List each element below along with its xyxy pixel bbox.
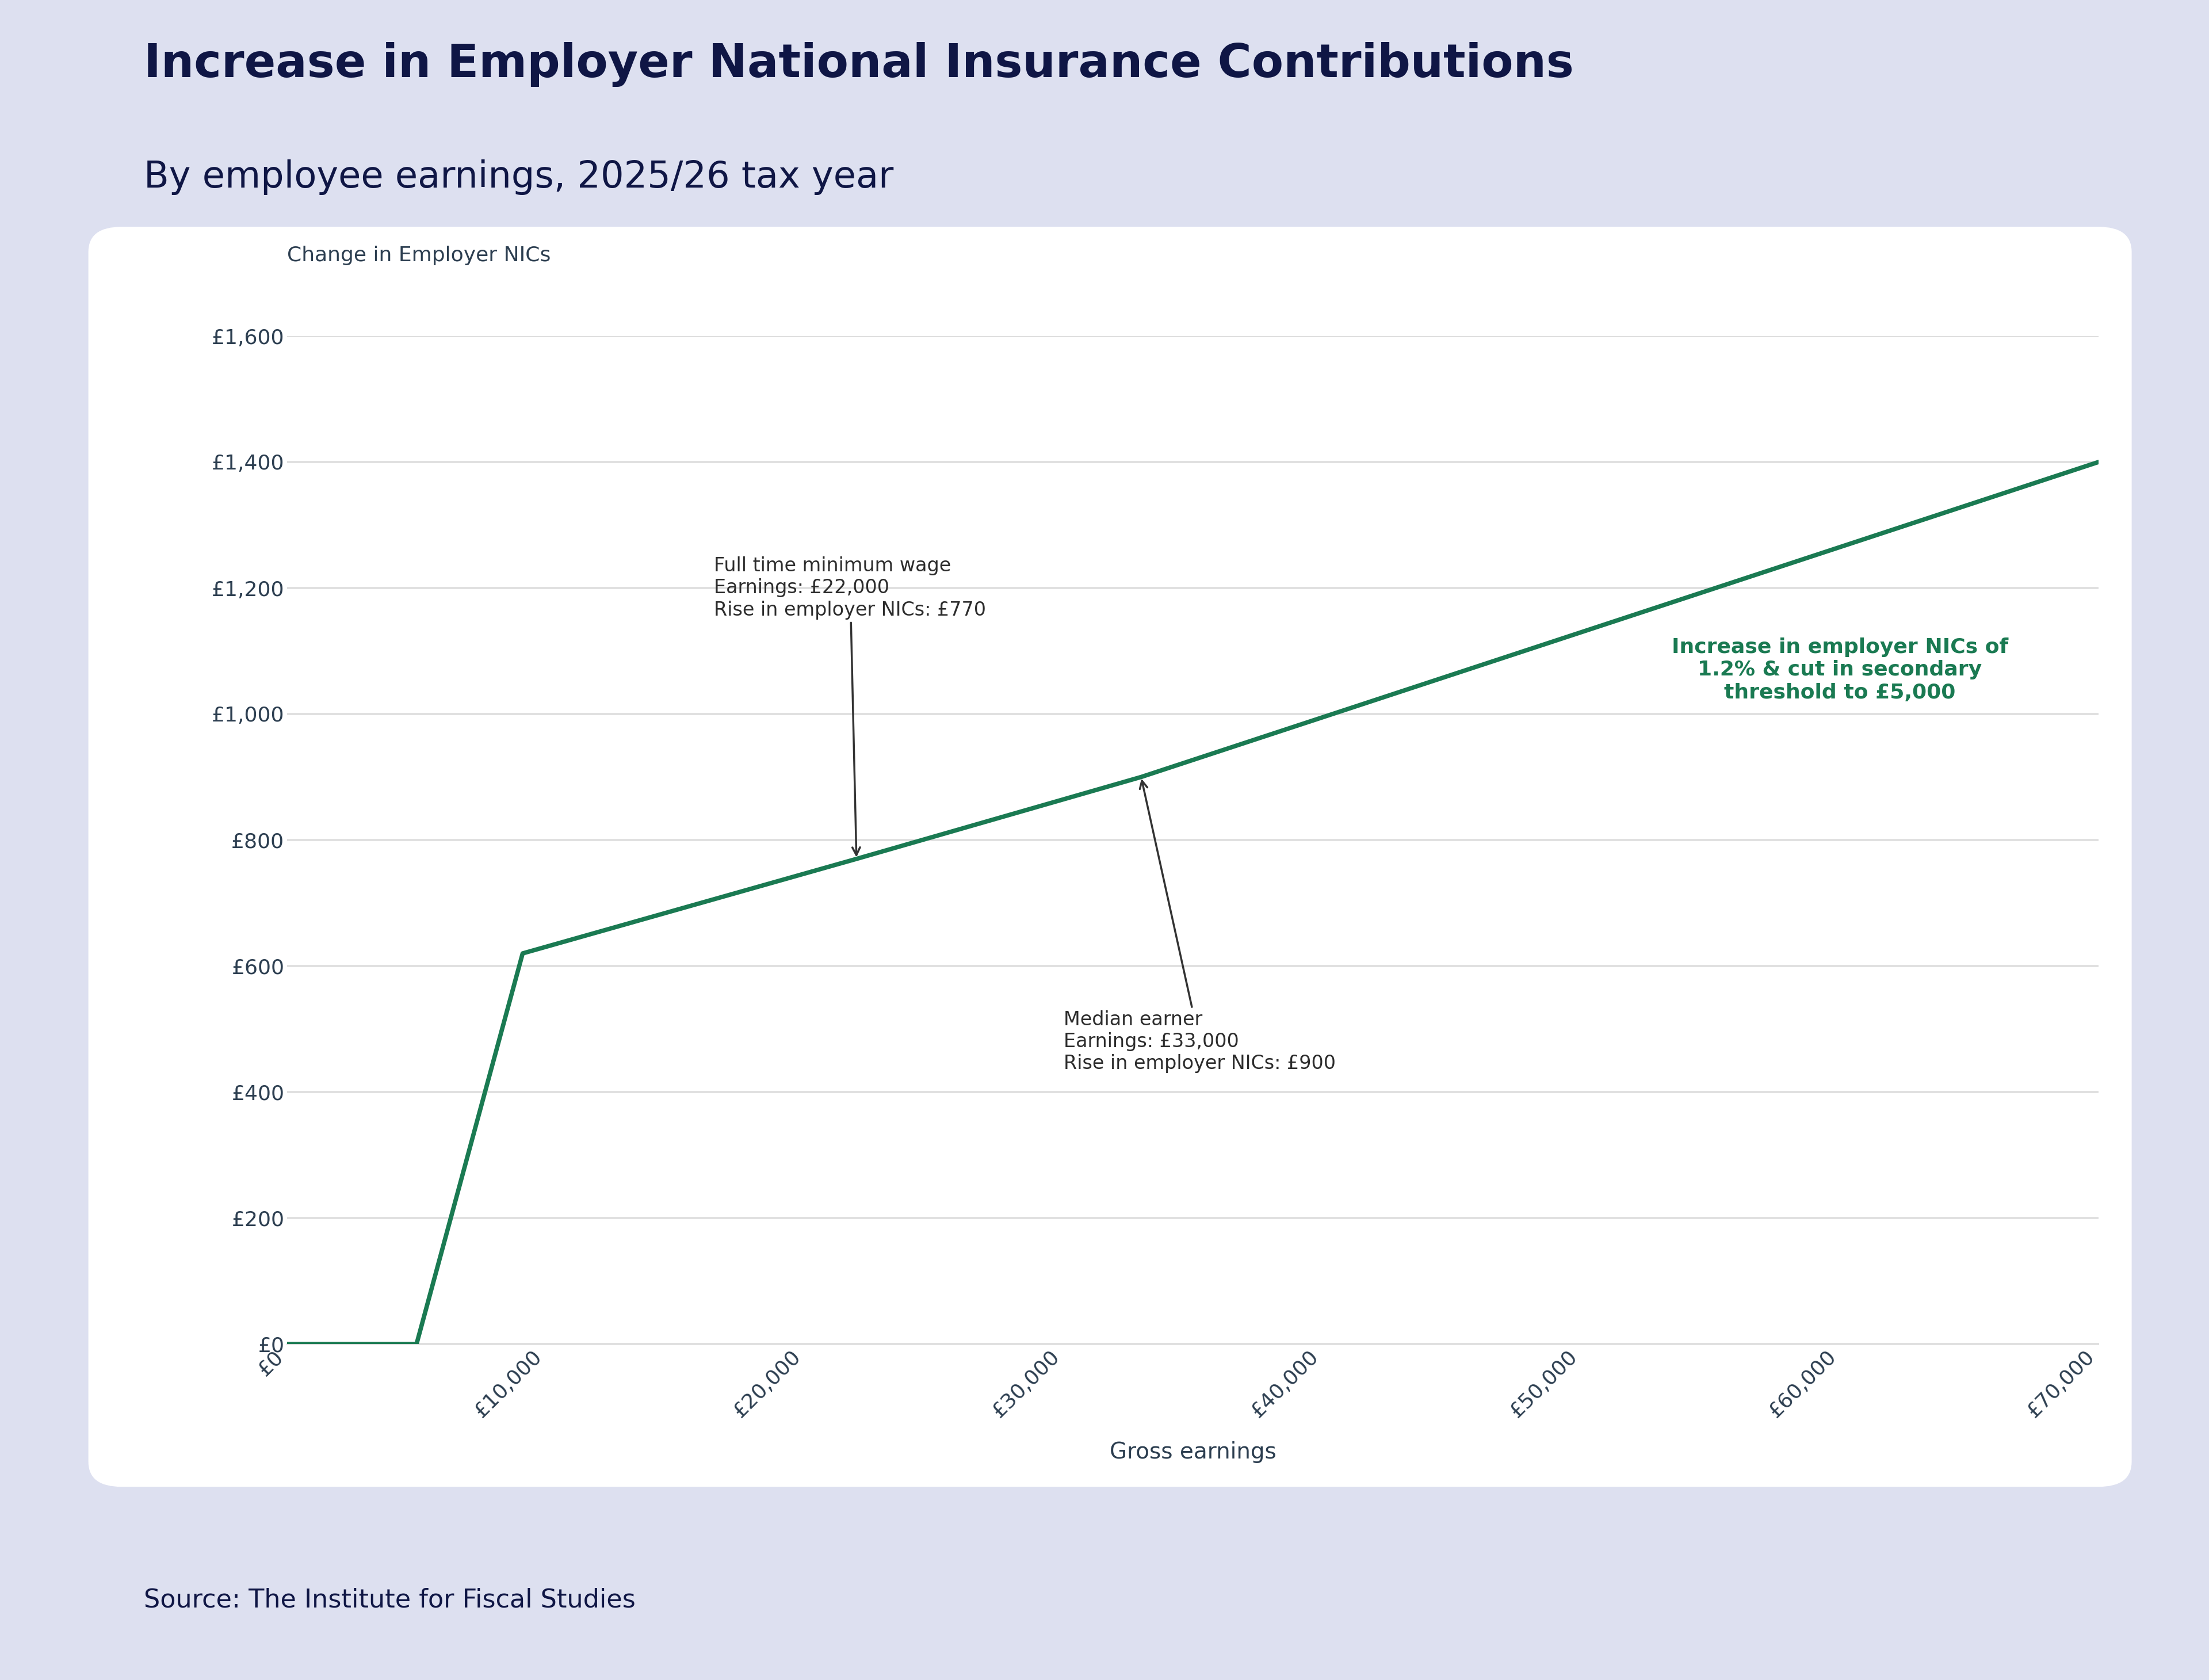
Text: Increase in employer NICs of
1.2% & cut in secondary
threshold to £5,000: Increase in employer NICs of 1.2% & cut … [1672,637,2008,702]
Text: Median earner
Earnings: £33,000
Rise in employer NICs: £900: Median earner Earnings: £33,000 Rise in … [1063,781,1336,1074]
Text: By employee earnings, 2025/26 tax year: By employee earnings, 2025/26 tax year [144,160,892,195]
X-axis label: Gross earnings: Gross earnings [1109,1441,1277,1463]
Text: Increase in Employer National Insurance Contributions: Increase in Employer National Insurance … [144,42,1573,87]
Text: Change in Employer NICs: Change in Employer NICs [287,245,550,265]
Text: Full time minimum wage
Earnings: £22,000
Rise in employer NICs: £770: Full time minimum wage Earnings: £22,000… [714,556,985,855]
Text: Source: The Institute for Fiscal Studies: Source: The Institute for Fiscal Studies [144,1588,636,1613]
